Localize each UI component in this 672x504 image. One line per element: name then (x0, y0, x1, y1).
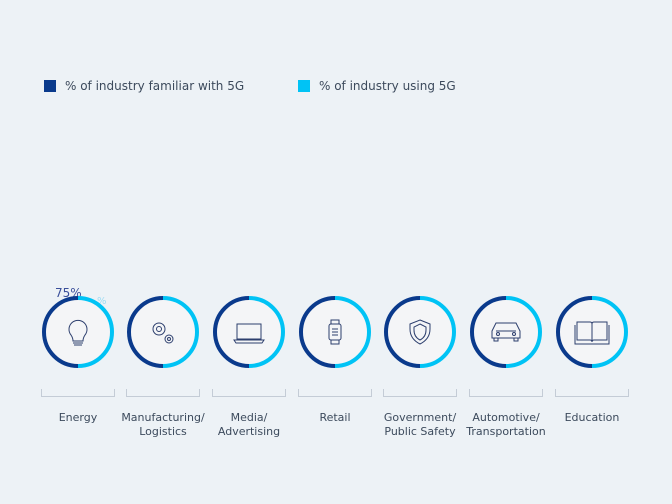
arc-familiar (299, 296, 336, 368)
donut-ring (42, 296, 114, 368)
gears-icon (152, 322, 174, 344)
arc-using (591, 296, 628, 368)
category-label: Government/Public Safety (377, 411, 463, 439)
category-manufacturing: Manufacturing/Logistics (120, 294, 206, 439)
ring-background (215, 298, 283, 366)
label-line1: Retail (319, 411, 351, 424)
legend-label-using: % of industry using 5G (319, 79, 456, 93)
donut-ring (213, 296, 285, 368)
category-government: Government/Public Safety (377, 294, 463, 439)
label-line1: Education (564, 411, 620, 424)
arc-familiar (127, 296, 164, 368)
book-icon (574, 321, 610, 345)
arc-using (505, 296, 542, 368)
label-line2: Advertising (217, 425, 281, 438)
arc-familiar (470, 296, 507, 368)
legend-using: % of industry using 5G (298, 79, 456, 93)
label-line2: Public Safety (384, 425, 456, 438)
donut-ring (127, 296, 199, 368)
arc-familiar (556, 296, 593, 368)
donut-ring (556, 296, 628, 368)
arc-using (334, 296, 371, 368)
bracket-divider (555, 389, 629, 397)
category-media: Media/Advertising (206, 294, 292, 439)
category-label: Automotive/Transportation (463, 411, 549, 439)
car-icon (491, 322, 521, 342)
bracket-divider (469, 389, 543, 397)
category-education: Education (549, 294, 635, 425)
legend-familiar: % of industry familiar with 5G (44, 79, 244, 93)
label-line1: Media/ (230, 411, 268, 424)
category-label: Media/Advertising (206, 411, 292, 439)
label-line1: Automotive/ (472, 411, 540, 424)
donut-ring (470, 296, 542, 368)
legend-swatch-familiar (44, 80, 56, 92)
smartwatch-icon (328, 319, 342, 345)
ring-background (386, 298, 454, 366)
bracket-divider (41, 389, 115, 397)
donut-ring (299, 296, 371, 368)
arc-using (162, 296, 199, 368)
legend-swatch-using (298, 80, 310, 92)
lightbulb-icon (68, 319, 88, 346)
category-label: Education (549, 411, 635, 425)
arc-familiar (384, 296, 421, 368)
laptop-icon (233, 323, 265, 344)
bracket-divider (126, 389, 200, 397)
energy-using-pct: % (97, 296, 107, 307)
ring-background (129, 298, 197, 366)
label-line1: Energy (58, 411, 98, 424)
category-automotive: Automotive/Transportation (463, 294, 549, 439)
bracket-divider (298, 389, 372, 397)
ring-background (472, 298, 540, 366)
arc-using (77, 296, 114, 368)
arc-using (419, 296, 456, 368)
arc-using (248, 296, 285, 368)
label-line2: Transportation (466, 425, 546, 438)
category-energy: Energy (35, 294, 121, 425)
bracket-divider (383, 389, 457, 397)
arc-familiar (213, 296, 250, 368)
category-label: Manufacturing/Logistics (120, 411, 206, 439)
legend-label-familiar: % of industry familiar with 5G (65, 79, 245, 93)
label-line2: Logistics (139, 425, 187, 438)
category-label: Retail (292, 411, 378, 425)
label-line1: Government/ (383, 411, 457, 424)
donut-ring (384, 296, 456, 368)
category-retail: Retail (292, 294, 378, 425)
shield-icon (409, 319, 431, 345)
label-line1: Manufacturing/ (121, 411, 205, 424)
ring-background (44, 298, 112, 366)
arc-familiar (42, 296, 79, 368)
bracket-divider (212, 389, 286, 397)
category-label: Energy (35, 411, 121, 425)
